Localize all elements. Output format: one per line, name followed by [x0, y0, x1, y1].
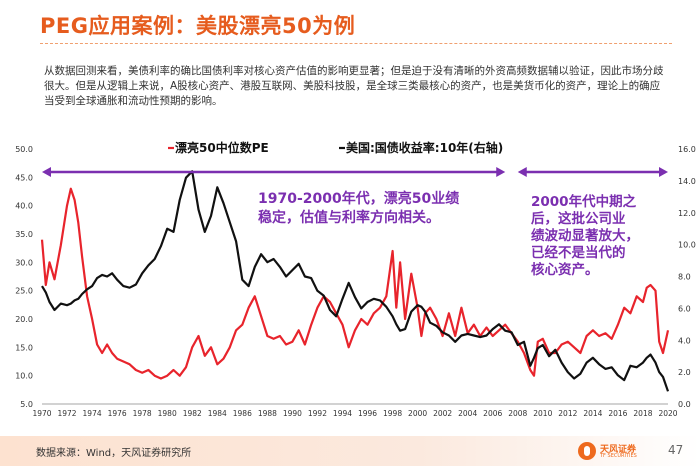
yield-series-line — [41, 170, 670, 392]
y-right-tick-label: 14.0 — [678, 177, 696, 186]
annotation-text: 2000年代中期之 — [531, 193, 637, 210]
x-tick-label: 1996 — [358, 409, 377, 418]
annotation-text: 稳定，估值与利率方向相关。 — [258, 209, 440, 226]
pe-series-line — [40, 187, 670, 380]
x-tick-label: 2014 — [583, 409, 602, 418]
annotation-text: 后，这批公司业 — [531, 210, 626, 227]
x-tick-label: 2006 — [483, 409, 502, 418]
brand-mark-icon — [578, 442, 596, 460]
y-left-tick-label: 45.0 — [15, 173, 33, 182]
pe-vs-yield-chart: 50.045.040.035.030.025.020.015.010.05.01… — [15, 140, 696, 418]
y-right-tick-label: 8.0 — [678, 273, 691, 282]
x-tick-label: 1976 — [108, 409, 127, 418]
y-left-tick-label: 50.0 — [15, 145, 33, 154]
y-left-tick-label: 10.0 — [15, 372, 33, 381]
x-tick-label: 1986 — [233, 409, 252, 418]
x-tick-label: 1978 — [133, 409, 152, 418]
brand-logo: 天风证券 TF SECURITIES — [578, 440, 648, 462]
x-tick-label: 1974 — [83, 409, 102, 418]
y-right-tick-label: 4.0 — [678, 336, 691, 345]
x-tick-label: 1990 — [283, 409, 302, 418]
brand-logo-subtitle: TF SECURITIES — [600, 453, 637, 459]
period-arrow-left-head — [517, 167, 527, 177]
y-right-tick-label: 16.0 — [678, 145, 696, 154]
y-right-tick-label: 0.0 — [678, 400, 691, 409]
annotation-text: 核心资产。 — [531, 261, 599, 278]
x-tick-label: 1988 — [258, 409, 277, 418]
x-tick-label: 1994 — [333, 409, 352, 418]
y-right-tick-label: 10.0 — [678, 241, 696, 250]
x-tick-label: 1992 — [308, 409, 327, 418]
annotation-text: 已经不是当代的 — [531, 244, 626, 261]
legend-label: 漂亮50中位数PE — [175, 140, 269, 155]
x-tick-label: 1970 — [32, 409, 51, 418]
x-tick-label: 2016 — [608, 409, 627, 418]
x-tick-label: 2008 — [508, 409, 527, 418]
page-title: PEG应用案例：美股漂亮50为例 — [40, 14, 356, 38]
y-left-tick-label: 5.0 — [20, 400, 33, 409]
period-arrow-right-head — [659, 167, 668, 177]
period-arrow-right-head — [496, 167, 506, 177]
period-arrow-left-head — [42, 167, 51, 177]
legend-label: 美国:国债收益率:10年(右轴) — [346, 140, 503, 155]
source-note: 数据来源：Wind，天风证券研究所 — [36, 448, 192, 459]
y-left-tick-label: 25.0 — [15, 287, 33, 296]
page-number: 47 — [668, 443, 684, 457]
x-tick-label: 1972 — [57, 409, 76, 418]
y-left-tick-label: 40.0 — [15, 202, 33, 211]
y-right-tick-label: 6.0 — [678, 304, 691, 313]
annotation-text: 绩波动显著放大， — [531, 227, 639, 244]
x-tick-label: 1984 — [208, 409, 227, 418]
title-divider — [40, 43, 672, 44]
x-tick-label: 1980 — [158, 409, 177, 418]
x-tick-label: 2004 — [458, 409, 477, 418]
y-left-tick-label: 30.0 — [15, 258, 33, 267]
x-tick-label: 2018 — [633, 409, 652, 418]
x-tick-label: 1982 — [183, 409, 202, 418]
x-tick-label: 2000 — [408, 409, 427, 418]
x-tick-label: 2020 — [658, 409, 677, 418]
brand-logo-name: 天风证券 — [600, 445, 637, 455]
y-right-tick-label: 2.0 — [678, 368, 691, 377]
y-left-tick-label: 15.0 — [15, 343, 33, 352]
x-tick-label: 1998 — [383, 409, 402, 418]
annotation-text: 1970-2000年代，漂亮50业绩 — [258, 190, 459, 207]
y-right-tick-label: 12.0 — [678, 209, 696, 218]
y-left-tick-label: 35.0 — [15, 230, 33, 239]
x-tick-label: 2002 — [433, 409, 452, 418]
x-tick-label: 2012 — [558, 409, 577, 418]
description-text: 从数据回测来看，美债利率的确比国债利率对核心资产估值的影响更显著；但是迫于没有清… — [44, 65, 664, 107]
x-tick-label: 2010 — [533, 409, 552, 418]
y-left-tick-label: 20.0 — [15, 315, 33, 324]
